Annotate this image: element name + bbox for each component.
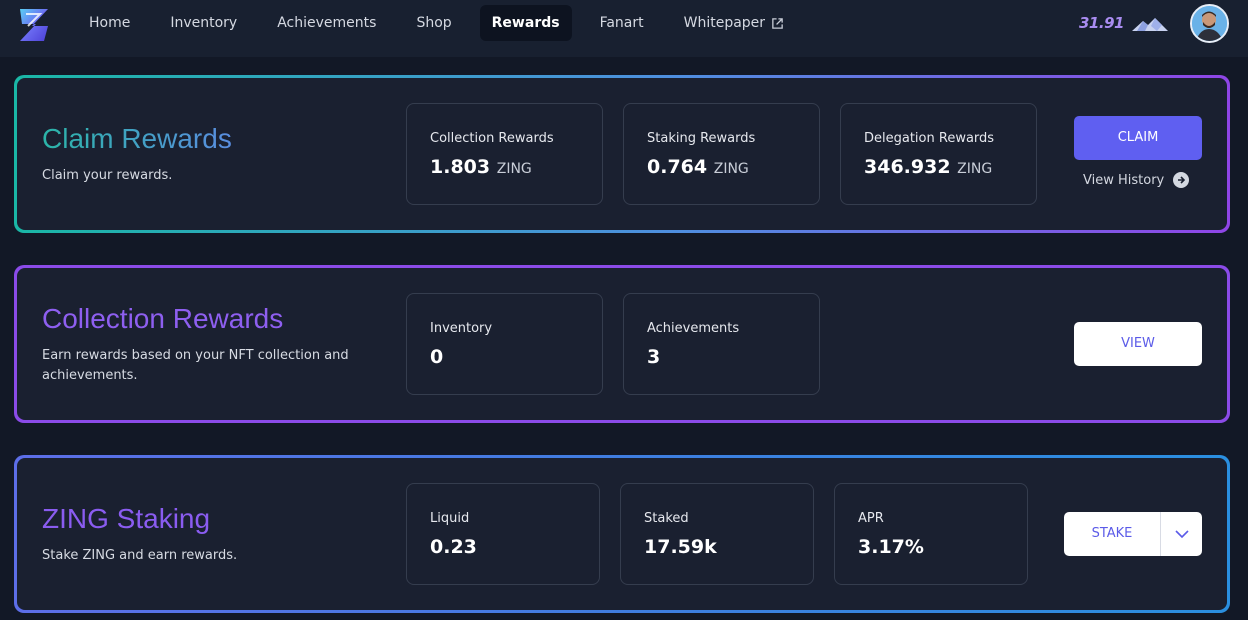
claim-rewards-desc: Claim your rewards. bbox=[42, 168, 173, 183]
view-history-label: View History bbox=[1083, 172, 1165, 188]
claim-button[interactable]: CLAIM bbox=[1074, 116, 1202, 160]
nav-shop[interactable]: Shop bbox=[404, 5, 463, 41]
stat-value: 0 bbox=[430, 346, 444, 368]
collection-rewards-card: Collection Rewards Earn rewards based on… bbox=[14, 265, 1230, 423]
collection-rewards-title: Collection Rewards bbox=[42, 303, 284, 334]
arrow-right-icon bbox=[1173, 172, 1190, 188]
zing-staking-desc: Stake ZING and earn rewards. bbox=[42, 548, 238, 563]
achievements-stat: Achievements 3 bbox=[623, 293, 820, 395]
stake-button-group: STAKE bbox=[1064, 512, 1202, 556]
nav-home-label: Home bbox=[89, 15, 131, 31]
chevron-down-icon bbox=[1174, 529, 1189, 538]
claim-rewards-card: Claim Rewards Claim your rewards. Collec… bbox=[14, 75, 1230, 233]
claim-rewards-title: Claim Rewards bbox=[42, 123, 232, 154]
nav-achievements[interactable]: Achievements bbox=[265, 5, 388, 41]
view-history-link[interactable]: View History bbox=[1083, 172, 1190, 188]
stat-value: 0.23 bbox=[430, 536, 477, 558]
stat-label: Staking Rewards bbox=[647, 131, 756, 146]
stat-label: Delegation Rewards bbox=[864, 131, 995, 146]
nav-home[interactable]: Home bbox=[77, 5, 142, 41]
staked-stat: Staked 17.59k bbox=[620, 483, 814, 585]
stat-value: 1.803 ZING bbox=[430, 156, 532, 178]
mountain-token-icon bbox=[1132, 18, 1168, 31]
collection-rewards-stat: Collection Rewards 1.803 ZING bbox=[406, 103, 603, 205]
inventory-stat: Inventory 0 bbox=[406, 293, 603, 395]
nav-rewards-label: Rewards bbox=[491, 15, 560, 31]
stat-value: 0.764 ZING bbox=[647, 156, 749, 178]
nav-whitepaper-label: Whitepaper bbox=[683, 15, 766, 31]
nav-achievements-label: Achievements bbox=[277, 15, 377, 31]
user-avatar[interactable] bbox=[1190, 4, 1229, 43]
delegation-rewards-stat: Delegation Rewards 346.932 ZING bbox=[840, 103, 1037, 205]
nav-inventory[interactable]: Inventory bbox=[158, 5, 249, 41]
zing-balance: 31.91 bbox=[1079, 14, 1124, 32]
collection-rewards-desc: Earn rewards based on your NFT collectio… bbox=[42, 348, 349, 383]
liquid-stat: Liquid 0.23 bbox=[406, 483, 600, 585]
stake-button[interactable]: STAKE bbox=[1091, 526, 1133, 541]
stat-label: Inventory bbox=[430, 321, 493, 336]
external-link-icon bbox=[772, 17, 783, 29]
nav-fanart-label: Fanart bbox=[599, 15, 644, 31]
nav-inventory-label: Inventory bbox=[170, 15, 238, 31]
stat-label: Achievements bbox=[647, 321, 740, 336]
nav-rewards[interactable]: Rewards bbox=[479, 5, 572, 41]
zing-staking-title: ZING Staking bbox=[42, 503, 211, 534]
stat-label: APR bbox=[858, 511, 884, 526]
stat-value: 3 bbox=[647, 346, 661, 368]
stake-dropdown-toggle[interactable] bbox=[1161, 512, 1202, 556]
stake-divider bbox=[1160, 512, 1161, 556]
zing-logo-icon[interactable] bbox=[18, 6, 50, 44]
stat-value: 346.932 ZING bbox=[864, 156, 993, 178]
stat-label: Staked bbox=[644, 511, 689, 526]
stat-value: 3.17% bbox=[858, 536, 924, 558]
zing-staking-card: ZING Staking Stake ZING and earn rewards… bbox=[14, 455, 1230, 613]
stat-label: Collection Rewards bbox=[430, 131, 554, 146]
staking-rewards-stat: Staking Rewards 0.764 ZING bbox=[623, 103, 820, 205]
nav-whitepaper[interactable]: Whitepaper bbox=[672, 5, 796, 41]
nav-fanart[interactable]: Fanart bbox=[588, 5, 656, 41]
view-button[interactable]: VIEW bbox=[1074, 322, 1202, 366]
stat-value: 17.59k bbox=[644, 536, 717, 558]
apr-stat: APR 3.17% bbox=[834, 483, 1028, 585]
stat-label: Liquid bbox=[430, 511, 470, 526]
nav-shop-label: Shop bbox=[416, 15, 452, 31]
top-nav: Home Inventory Achievements Shop Rewards… bbox=[0, 0, 1248, 57]
avatar-portrait-icon bbox=[1192, 6, 1227, 41]
